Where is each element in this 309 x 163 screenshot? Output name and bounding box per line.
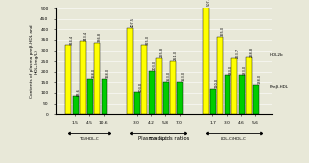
Text: 343.4: 343.4	[84, 31, 88, 41]
Text: 183.0: 183.0	[228, 65, 232, 75]
Text: 325.0: 325.0	[145, 34, 149, 45]
Bar	[217, 37, 223, 114]
Bar	[141, 45, 147, 114]
Bar	[246, 57, 252, 114]
Text: 507.5: 507.5	[207, 0, 211, 6]
Bar	[87, 79, 93, 114]
Bar	[170, 61, 176, 114]
Bar	[66, 45, 71, 114]
Text: 120.0: 120.0	[214, 78, 218, 88]
Bar	[253, 85, 259, 114]
Text: 183.0: 183.0	[243, 65, 247, 75]
Bar	[127, 28, 133, 114]
Text: 168.0: 168.0	[91, 68, 95, 78]
Text: 268.8: 268.8	[250, 46, 254, 57]
Bar	[80, 41, 86, 114]
Bar	[203, 7, 209, 114]
Text: 103.0: 103.0	[138, 82, 142, 92]
Text: TG/HDL-C: TG/HDL-C	[79, 137, 99, 141]
Text: 407.5: 407.5	[131, 17, 135, 27]
Text: LDL-C/HDL-C: LDL-C/HDL-C	[221, 137, 247, 141]
Bar	[231, 58, 237, 114]
Text: 365.0: 365.0	[221, 26, 225, 36]
Bar	[156, 58, 162, 114]
Text: 138.0: 138.0	[257, 74, 261, 84]
Bar	[225, 75, 231, 114]
Text: 324.4: 324.4	[70, 35, 74, 45]
Bar	[149, 71, 155, 114]
X-axis label: Plasma lipids ratios: Plasma lipids ratios	[138, 136, 189, 141]
Bar	[102, 79, 108, 114]
Text: 251.0: 251.0	[174, 50, 178, 60]
Text: 265.8: 265.8	[159, 47, 163, 57]
Bar	[177, 82, 183, 114]
Text: 203.0: 203.0	[153, 60, 157, 70]
Y-axis label: Contents of plasma preβ-HDL and
HDL₂(mg/L): Contents of plasma preβ-HDL and HDL₂(mg/…	[30, 24, 39, 98]
Bar	[163, 82, 169, 114]
Text: Preβ-HDL: Preβ-HDL	[269, 85, 289, 89]
Text: 153.0: 153.0	[181, 71, 185, 81]
Text: 83.6: 83.6	[77, 88, 81, 96]
Text: 153.0: 153.0	[167, 71, 171, 81]
Text: 336.8: 336.8	[98, 32, 102, 42]
Text: TC/HDL-C: TC/HDL-C	[149, 137, 168, 141]
Bar	[134, 92, 140, 114]
Bar	[73, 96, 79, 114]
Bar	[210, 89, 216, 114]
Bar	[94, 43, 100, 114]
Text: HDL2b: HDL2b	[269, 53, 283, 57]
Bar	[239, 75, 245, 114]
Text: 263.7: 263.7	[235, 47, 239, 58]
Text: 168.0: 168.0	[105, 68, 109, 78]
